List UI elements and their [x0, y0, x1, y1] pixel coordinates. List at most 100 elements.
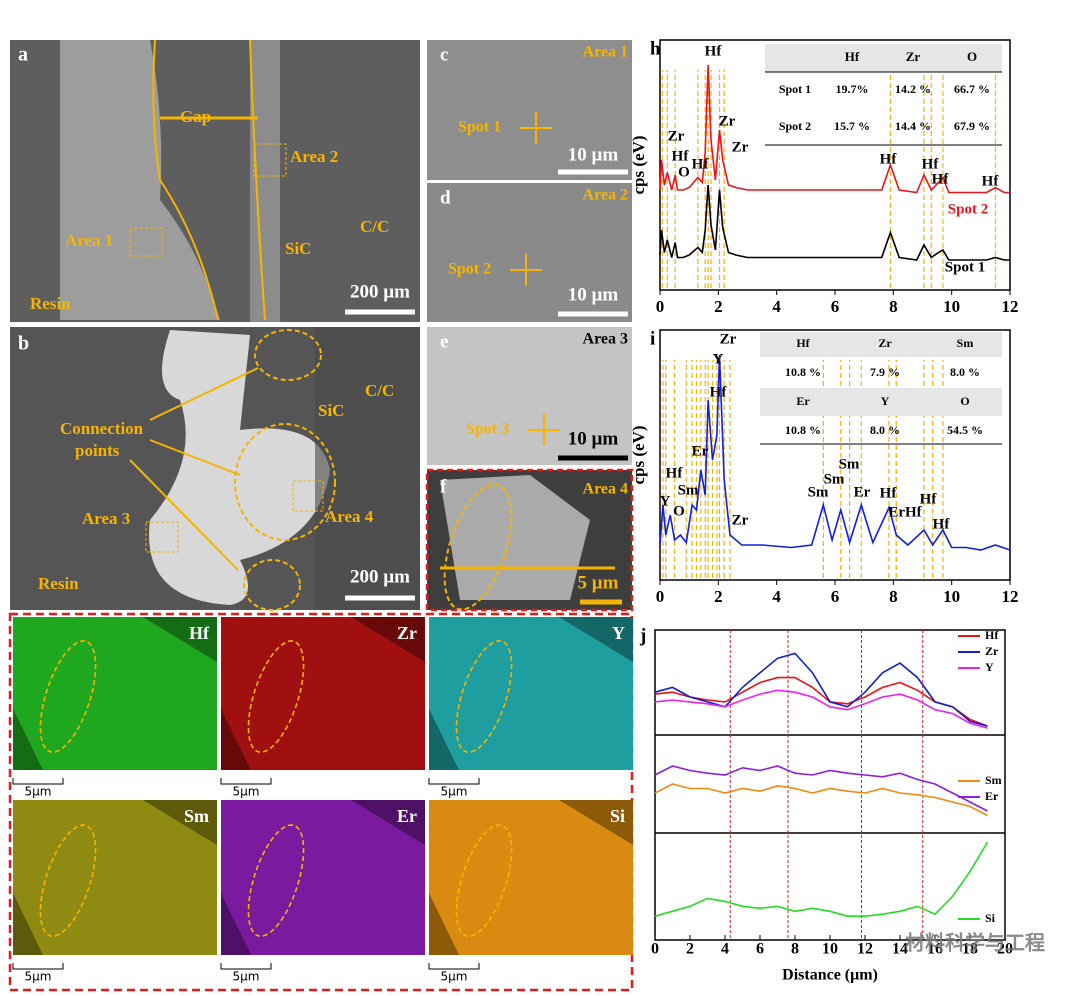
panel-letter: i: [650, 328, 655, 349]
peak-label: Y: [660, 493, 671, 509]
label: Resin: [30, 294, 71, 313]
x-tick-label: 6: [831, 297, 840, 316]
table-bg: [760, 332, 1002, 357]
element-map: [221, 800, 425, 955]
element-label: Zr: [397, 623, 417, 643]
x-tick-label: 20: [997, 941, 1013, 958]
x-tick-label: 12: [857, 941, 873, 958]
spectrum-line: [659, 64, 1010, 194]
peak-label: Hf: [710, 384, 728, 400]
y-axis-label: cps (eV): [629, 425, 648, 484]
region-ellipse: [443, 483, 513, 611]
element-label: Sm: [184, 806, 209, 826]
scale-label: 5μm: [233, 785, 260, 799]
x-tick-label: 14: [892, 941, 908, 958]
label: Area 3: [583, 331, 628, 348]
region-ellipse: [39, 824, 97, 937]
scale-label: 10 µm: [568, 428, 619, 449]
scale-label: 10 µm: [568, 144, 619, 165]
table-cell: Er: [796, 394, 810, 408]
peak-label: Zr: [720, 331, 737, 347]
legend-label: Si: [985, 911, 996, 925]
table-cell: Y: [881, 394, 890, 408]
area-box: [292, 480, 324, 512]
panel-letter: a: [18, 44, 28, 66]
map-shadow: [13, 800, 217, 955]
table-cell: 8.0 %: [870, 423, 900, 437]
map-shadow: [221, 617, 425, 770]
label: Spot 2: [448, 261, 491, 278]
frame-f: [425, 468, 634, 612]
peak-label: ErHf: [888, 504, 922, 520]
x-axis-label: Distance (μm): [782, 967, 878, 984]
element-map: [429, 617, 633, 770]
table-cell: O: [960, 394, 969, 408]
spectrum-line: [659, 354, 1011, 551]
table-cell: 19.7%: [836, 82, 869, 96]
x-tick-label: 2: [714, 587, 723, 606]
x-tick-label: 4: [721, 941, 729, 958]
scale-bracket: [428, 778, 480, 785]
scan-line: [654, 841, 989, 917]
panel-letter: j: [639, 625, 646, 646]
x-tick-label: 8: [791, 941, 799, 958]
peak-label: Zr: [719, 113, 736, 129]
label: Area 4: [325, 507, 374, 526]
scale-label: 5μm: [25, 785, 52, 799]
series-label: Spot 2: [948, 201, 988, 217]
peak-label: Hf: [692, 156, 710, 172]
table-cell: Spot 2: [779, 119, 811, 133]
connection-circle: [234, 423, 336, 541]
connection-circle: [254, 329, 322, 381]
scale-label: 5μm: [25, 970, 52, 984]
pointer: [149, 439, 241, 476]
peak-label: Y: [713, 351, 724, 367]
label: points: [75, 441, 120, 460]
element-map: [429, 800, 633, 955]
series-label: Spot 1: [945, 259, 985, 275]
element-label: Er: [397, 806, 417, 826]
sic-layer: [250, 40, 280, 322]
boundary: [152, 39, 219, 321]
region-ellipse: [39, 640, 97, 753]
scale-label: 200 µm: [350, 566, 410, 587]
x-tick-label: 10: [943, 297, 960, 316]
x-tick-label: 12: [1002, 587, 1019, 606]
element-label: Si: [610, 806, 625, 826]
peak-label: Zr: [732, 139, 749, 155]
legend-label: Er: [985, 789, 999, 803]
panel-letter: d: [440, 187, 451, 208]
label: SiC: [285, 239, 311, 258]
map-shadow: [429, 800, 633, 955]
spectrum-line: [659, 184, 1010, 261]
scan-line: [654, 689, 988, 729]
area-box: [145, 521, 179, 553]
table-cell: 67.9 %: [954, 119, 990, 133]
table-cell: 8.0 %: [950, 365, 980, 379]
x-tick-label: 0: [656, 587, 665, 606]
map-shadow: [429, 617, 633, 770]
peak-label: O: [673, 503, 685, 519]
x-tick-label: 4: [772, 297, 781, 316]
label: C/C: [360, 217, 389, 236]
scale-bracket: [12, 963, 64, 970]
legend-label: Y: [985, 660, 994, 674]
legend-label: Sm: [985, 773, 1002, 787]
peak-label: O: [678, 164, 690, 180]
table-cell: 54.5 %: [947, 423, 983, 437]
area-box: [253, 143, 287, 177]
x-tick-label: 12: [1002, 297, 1019, 316]
label: Resin: [38, 574, 79, 593]
y-axis-label: cps (eV): [629, 135, 648, 194]
map-shadow: [221, 800, 425, 955]
table-cell: Spot 1: [779, 82, 811, 96]
scan-line: [654, 783, 988, 817]
peak-label: Zr: [732, 512, 749, 528]
table-cell: 14.4 %: [895, 119, 931, 133]
peak-label: Sm: [839, 456, 860, 472]
cc-region: [315, 327, 420, 610]
table-header-bg: [765, 44, 1002, 72]
table-cell: 14.2 %: [895, 82, 931, 96]
peak-label: Hf: [672, 148, 690, 164]
